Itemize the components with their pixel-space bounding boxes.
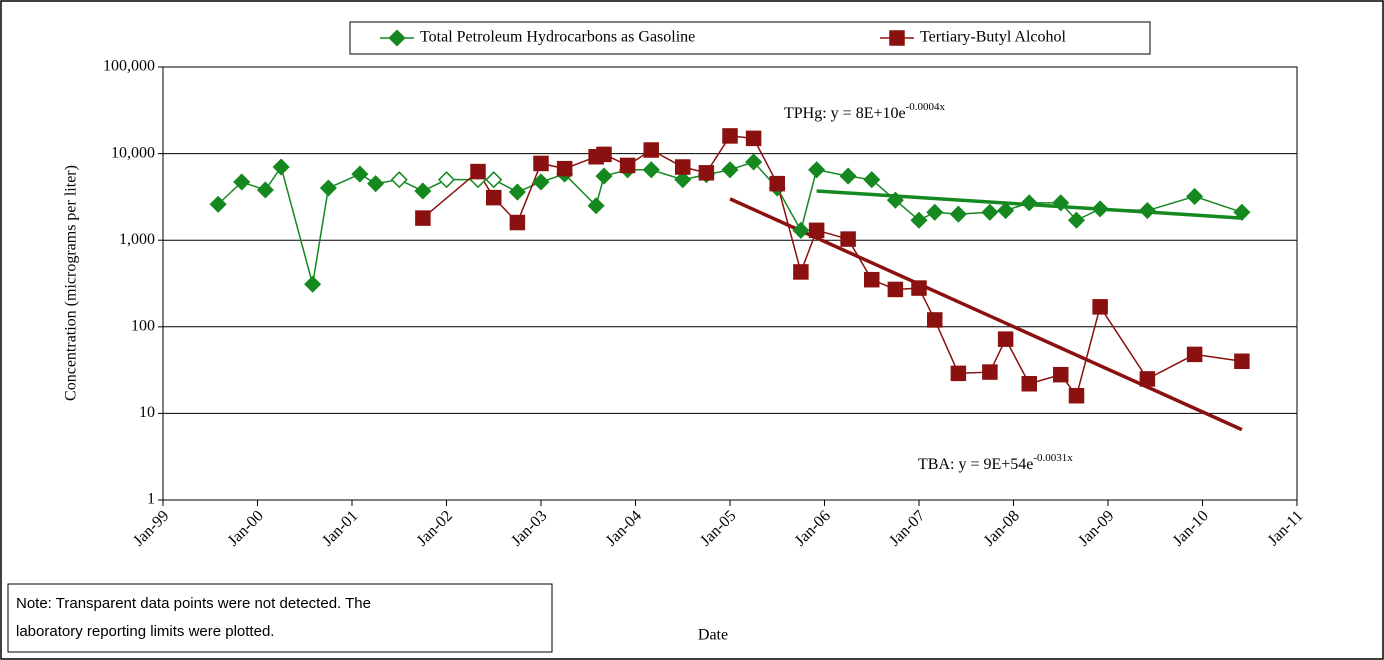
data-point [256, 181, 274, 199]
data-point [233, 173, 251, 191]
data-point [470, 163, 486, 180]
data-point [533, 155, 549, 172]
data-point [1067, 211, 1086, 229]
annotation: TBA: y = 9E+54e-0.0031x [918, 452, 1073, 473]
data-point [839, 167, 857, 185]
data-point [675, 159, 691, 175]
y-tick-label: 10 [139, 404, 155, 421]
annotation-superscript: -0.0004x [906, 101, 946, 113]
data-point [997, 201, 1015, 220]
data-point [793, 264, 809, 280]
data-point [981, 203, 999, 221]
data-point [745, 130, 762, 147]
data-point [949, 205, 967, 223]
data-point [304, 275, 322, 293]
note-line: laboratory reporting limits were plotted… [16, 623, 274, 640]
data-point [887, 281, 904, 298]
data-point [1020, 194, 1038, 212]
data-point [414, 182, 432, 200]
data-point [619, 157, 636, 174]
data-point [209, 195, 227, 213]
data-point [367, 175, 385, 193]
note-box [7, 583, 553, 653]
data-point [927, 312, 943, 328]
annotation-text: TBA: y = 9E+54e [918, 456, 1033, 473]
data-point [886, 191, 904, 209]
data-point [863, 171, 881, 189]
data-point [1139, 371, 1156, 387]
data-point [642, 161, 660, 179]
legend-label: Total Petroleum Hydrocarbons as Gasoline [420, 29, 695, 46]
data-point [1234, 353, 1250, 370]
data-point [1068, 387, 1085, 404]
data-point [486, 189, 502, 206]
data-point [272, 158, 290, 176]
y-tick-label: 10,000 [111, 144, 155, 161]
data-point [769, 175, 785, 192]
data-point [595, 167, 613, 185]
data-point [674, 171, 692, 189]
data-point [596, 146, 612, 163]
data-point [808, 222, 825, 239]
annotation-superscript: -0.0031x [1033, 452, 1073, 464]
legend-marker [388, 29, 406, 47]
data-point [1233, 203, 1251, 221]
data-point [532, 173, 550, 191]
data-point [508, 183, 526, 201]
data-point [485, 171, 503, 189]
annotation: TPHg: y = 8E+10e-0.0004x [784, 101, 946, 122]
legend-label: Tertiary-Butyl Alcohol [920, 29, 1067, 46]
data-point [950, 365, 967, 382]
data-point [997, 331, 1014, 347]
data-point [722, 128, 738, 144]
data-point [643, 142, 659, 158]
data-point [864, 271, 880, 288]
annotation-text: TPHg: y = 8E+10e [784, 105, 906, 122]
data-point [840, 231, 856, 247]
data-point [910, 211, 928, 229]
data-point [982, 364, 998, 380]
note-line: Note: Transparent data points were not d… [16, 595, 371, 612]
data-point [698, 165, 715, 181]
data-point [1053, 366, 1069, 383]
y-tick-label: 1 [147, 491, 155, 508]
data-point [792, 221, 810, 239]
data-point [1052, 194, 1070, 212]
data-point [319, 179, 337, 197]
y-tick-label: 100,000 [103, 58, 155, 75]
legend-marker [889, 30, 905, 46]
legend-box [349, 21, 1151, 55]
data-point [1021, 375, 1037, 392]
data-point [1138, 201, 1156, 220]
data-point [587, 197, 605, 215]
data-point [1186, 187, 1204, 206]
data-point [509, 214, 526, 231]
data-point [1091, 200, 1109, 218]
x-axis-title: Date [698, 627, 728, 644]
data-point [808, 161, 826, 179]
data-point [911, 280, 927, 296]
data-point [745, 153, 763, 171]
y-tick-label: 100 [131, 317, 155, 334]
data-point [415, 210, 431, 226]
data-point [1186, 346, 1203, 363]
data-point [351, 165, 369, 183]
data-point [390, 171, 408, 189]
data-point [721, 161, 739, 179]
data-point [1092, 299, 1108, 315]
data-point [437, 171, 456, 189]
data-point [926, 203, 944, 221]
y-tick-label: 1,000 [119, 231, 155, 248]
y-axis-title: Concentration (micrograms per liter) [63, 165, 80, 401]
data-point [556, 160, 573, 177]
